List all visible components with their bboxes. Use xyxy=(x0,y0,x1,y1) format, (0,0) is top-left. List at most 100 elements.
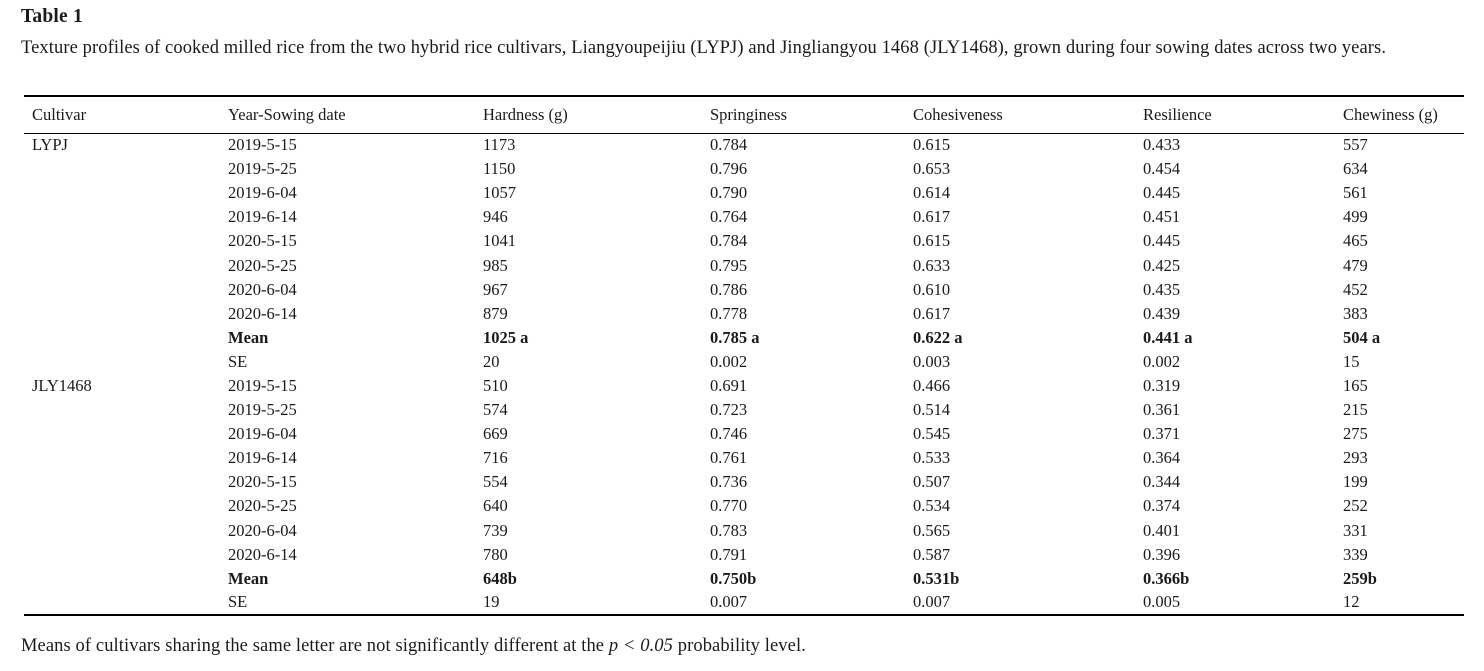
column-header: Springiness xyxy=(710,96,913,134)
table-cell: 2020-5-15 xyxy=(228,472,297,492)
table-cell: 2019-6-04 xyxy=(228,424,297,444)
table-cell: 0.445 xyxy=(1143,231,1181,251)
cultivar-cell xyxy=(24,229,228,253)
table-cell: 2019-6-14 xyxy=(228,207,297,227)
table-footnote: Means of cultivars sharing the same lett… xyxy=(21,636,806,657)
table-cell: 0.371 xyxy=(1143,424,1181,444)
footnote-suffix: probability level. xyxy=(673,636,806,656)
table-row: SE 19 0.007 0.007 0.005 12 xyxy=(24,591,1464,615)
table-cell: 2019-5-15 xyxy=(228,135,297,155)
table-cell: 275 xyxy=(1343,424,1368,444)
table-cell: Mean xyxy=(228,568,269,588)
table-cell: 0.791 xyxy=(710,544,748,564)
table-label: Table 1 xyxy=(21,6,83,27)
table-caption: Texture profiles of cooked milled rice f… xyxy=(21,38,1387,58)
table-cell: 0.784 xyxy=(710,231,748,251)
table-cell: 1150 xyxy=(483,159,516,179)
cultivar-cell xyxy=(24,519,228,543)
cultivar-cell xyxy=(24,591,228,615)
table-cell: 1173 xyxy=(483,135,516,155)
table-cell: 2019-5-25 xyxy=(228,400,297,420)
table-cell: 259b xyxy=(1343,568,1377,588)
table-row: 2020-5-25 985 0.795 0.633 0.425 479 xyxy=(24,253,1464,277)
cultivar-cell xyxy=(24,398,228,422)
table-cell: 331 xyxy=(1343,520,1368,540)
table-cell: 0.441 a xyxy=(1143,327,1193,347)
cultivar-cell xyxy=(24,350,228,374)
table-cell: 0.617 xyxy=(913,303,951,323)
table-cell: 0.736 xyxy=(710,472,748,492)
cultivar-cell xyxy=(24,422,228,446)
table-cell: 0.439 xyxy=(1143,303,1181,323)
table-cell: 0.770 xyxy=(710,496,748,516)
table-row: Mean 1025 a 0.785 a 0.622 a 0.441 a 504 a xyxy=(24,326,1464,350)
column-header: Cohesiveness xyxy=(913,96,1143,134)
footnote-text: Means of cultivars sharing the same lett… xyxy=(21,636,609,656)
table-cell: 0.785 a xyxy=(710,327,760,347)
table-cell: 510 xyxy=(483,375,508,395)
table-cell: 967 xyxy=(483,279,508,299)
cultivar-cell xyxy=(24,278,228,302)
table-cell: 0.364 xyxy=(1143,448,1181,468)
table-cell: 0.454 xyxy=(1143,159,1181,179)
table-cell: 0.617 xyxy=(913,207,951,227)
table-cell: 0.533 xyxy=(913,448,951,468)
table-cell: 0.005 xyxy=(1143,592,1181,612)
cultivar-cell xyxy=(24,567,228,591)
table-cell: 0.401 xyxy=(1143,520,1181,540)
table-cell: 0.764 xyxy=(710,207,748,227)
cultivar-cell xyxy=(24,302,228,326)
table-row: 2019-6-04 1057 0.790 0.614 0.445 561 xyxy=(24,181,1464,205)
table-cell: 780 xyxy=(483,544,508,564)
table-cell: 0.545 xyxy=(913,424,951,444)
table-cell: Mean xyxy=(228,327,269,347)
table-cell: 12 xyxy=(1343,592,1360,612)
table-cell: 2020-5-25 xyxy=(228,496,297,516)
cultivar-cell xyxy=(24,253,228,277)
table-cell: 465 xyxy=(1343,231,1368,251)
table-cell: 2020-5-15 xyxy=(228,231,297,251)
cultivar-cell xyxy=(24,205,228,229)
table-row: 2020-5-15 1041 0.784 0.615 0.445 465 xyxy=(24,229,1464,253)
table-cell: 0.622 a xyxy=(913,327,963,347)
table-cell: 0.691 xyxy=(710,375,748,395)
table-cell: 0.610 xyxy=(913,279,951,299)
table-cell: 2020-6-14 xyxy=(228,544,297,564)
table-cell: 0.003 xyxy=(913,351,951,371)
table-cell: 2020-5-25 xyxy=(228,255,297,275)
table-row: LYPJ 2019-5-15 1173 0.784 0.615 0.433 557 xyxy=(24,133,1464,157)
table-cell: 0.433 xyxy=(1143,135,1181,155)
table-cell: 0.633 xyxy=(913,255,951,275)
table-cell: 499 xyxy=(1343,207,1368,227)
table-cell: 19 xyxy=(483,592,500,612)
table-row: 2020-5-15 554 0.736 0.507 0.344 199 xyxy=(24,470,1464,494)
table-row: 2019-6-14 946 0.764 0.617 0.451 499 xyxy=(24,205,1464,229)
table-cell: 0.614 xyxy=(913,183,951,203)
column-header: Year-Sowing date xyxy=(228,96,483,134)
table-row: 2019-6-04 669 0.746 0.545 0.371 275 xyxy=(24,422,1464,446)
table-cell: 0.795 xyxy=(710,255,748,275)
table-row: 2020-6-14 780 0.791 0.587 0.396 339 xyxy=(24,543,1464,567)
table-row: 2020-5-25 640 0.770 0.534 0.374 252 xyxy=(24,494,1464,518)
table-cell: 0.002 xyxy=(710,351,748,371)
table-cell: 0.786 xyxy=(710,279,748,299)
table-cell: 1025 a xyxy=(483,327,529,347)
table-row: SE 20 0.002 0.003 0.002 15 xyxy=(24,350,1464,374)
table-cell: 1041 xyxy=(483,231,516,251)
table-cell: 0.002 xyxy=(1143,351,1181,371)
table-cell: 0.783 xyxy=(710,520,748,540)
cultivar-cell xyxy=(24,326,228,350)
table-cell: 0.435 xyxy=(1143,279,1181,299)
table-cell: 1057 xyxy=(483,183,516,203)
cultivar-cell xyxy=(24,494,228,518)
table-cell: 0.587 xyxy=(913,544,951,564)
table-cell: 0.778 xyxy=(710,303,748,323)
cultivar-cell xyxy=(24,470,228,494)
table-cell: 252 xyxy=(1343,496,1368,516)
table-cell: 0.615 xyxy=(913,135,951,155)
cultivar-cell xyxy=(24,446,228,470)
table-row: 2020-6-04 967 0.786 0.610 0.435 452 xyxy=(24,278,1464,302)
column-header: Resilience xyxy=(1143,96,1343,134)
table-cell: 199 xyxy=(1343,472,1368,492)
